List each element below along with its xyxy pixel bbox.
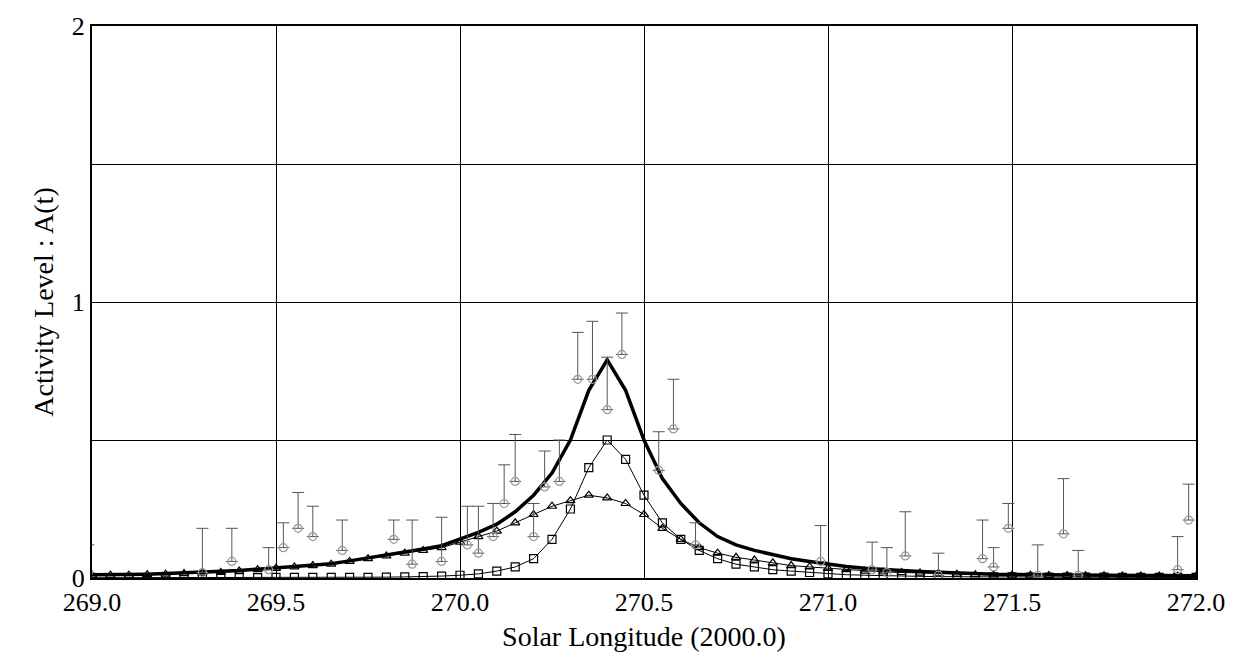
svg-text:270.5: 270.5 — [615, 588, 674, 617]
svg-text:271.0: 271.0 — [799, 588, 858, 617]
svg-text:Solar Longitude (2000.0): Solar Longitude (2000.0) — [502, 621, 786, 652]
svg-text:1: 1 — [72, 288, 85, 317]
svg-text:2: 2 — [72, 12, 85, 41]
svg-text:269.5: 269.5 — [247, 588, 306, 617]
svg-text:271.5: 271.5 — [983, 588, 1042, 617]
svg-text:269.0: 269.0 — [63, 588, 122, 617]
svg-text:Activity Level : A(t): Activity Level : A(t) — [28, 187, 59, 416]
svg-text:272.0: 272.0 — [1167, 588, 1226, 617]
svg-text:0: 0 — [72, 564, 85, 593]
svg-text:270.0: 270.0 — [431, 588, 490, 617]
